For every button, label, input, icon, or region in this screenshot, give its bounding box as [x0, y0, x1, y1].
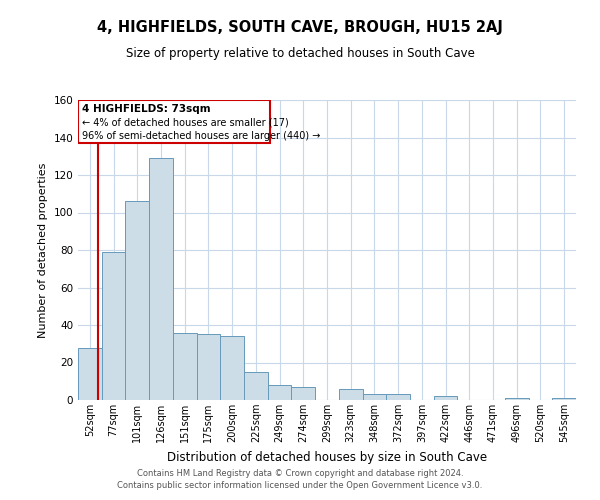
Bar: [244, 372, 268, 400]
Bar: [149, 158, 173, 400]
Bar: [102, 252, 125, 400]
X-axis label: Distribution of detached houses by size in South Cave: Distribution of detached houses by size …: [167, 450, 487, 464]
Text: Size of property relative to detached houses in South Cave: Size of property relative to detached ho…: [125, 48, 475, 60]
Text: Contains HM Land Registry data © Crown copyright and database right 2024.
Contai: Contains HM Land Registry data © Crown c…: [118, 468, 482, 490]
Bar: [386, 394, 410, 400]
Bar: [197, 334, 220, 400]
Bar: [505, 398, 529, 400]
Text: 4, HIGHFIELDS, SOUTH CAVE, BROUGH, HU15 2AJ: 4, HIGHFIELDS, SOUTH CAVE, BROUGH, HU15 …: [97, 20, 503, 35]
Y-axis label: Number of detached properties: Number of detached properties: [38, 162, 48, 338]
Text: 4 HIGHFIELDS: 73sqm: 4 HIGHFIELDS: 73sqm: [82, 104, 210, 114]
Bar: [292, 387, 315, 400]
Bar: [339, 389, 362, 400]
Bar: [220, 336, 244, 400]
Text: 96% of semi-detached houses are larger (440) →: 96% of semi-detached houses are larger (…: [82, 131, 320, 141]
Text: ← 4% of detached houses are smaller (17): ← 4% of detached houses are smaller (17): [82, 118, 289, 128]
Bar: [173, 332, 197, 400]
Bar: [552, 398, 576, 400]
Bar: [78, 348, 102, 400]
Bar: [125, 201, 149, 400]
FancyBboxPatch shape: [78, 100, 270, 143]
Bar: [362, 394, 386, 400]
Bar: [268, 385, 292, 400]
Bar: [434, 396, 457, 400]
